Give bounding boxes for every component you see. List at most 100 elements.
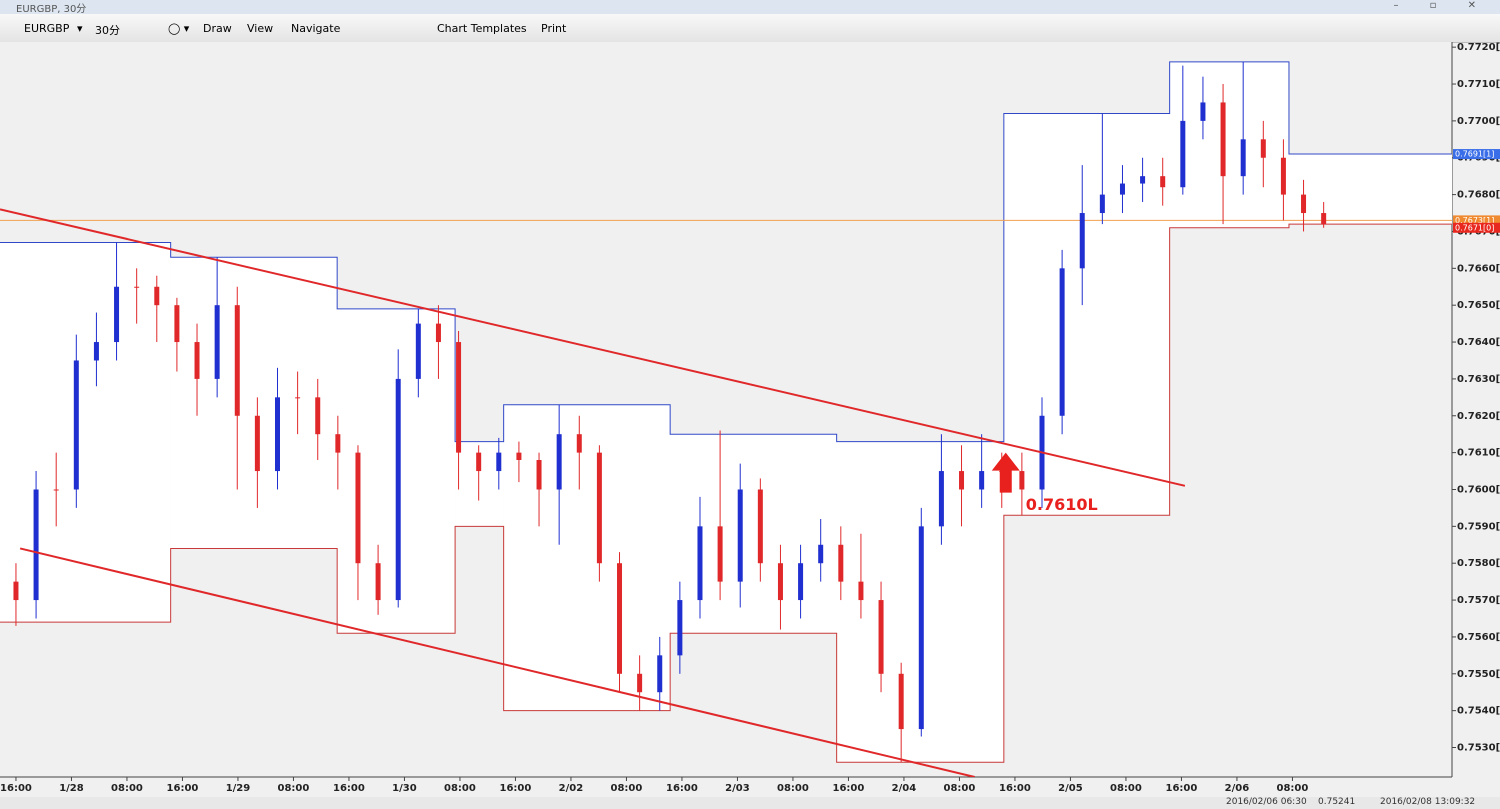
price-tag: [1453, 222, 1500, 233]
candle-body: [617, 563, 623, 674]
annotation-arrow: [991, 452, 1020, 493]
y-tick-label: 0.7700[0]: [1457, 116, 1500, 127]
y-tick-label: 0.7580[0]: [1457, 558, 1500, 569]
menu[interactable]: Navigate: [291, 22, 341, 35]
candle-body: [1321, 213, 1327, 225]
range-box: [170, 257, 338, 549]
candle-body: [1140, 176, 1146, 184]
candle-body: [777, 563, 783, 601]
y-tick-label: 0.7680[0]: [1457, 190, 1500, 201]
y-tick-label: 0.7600[0]: [1457, 484, 1500, 495]
status-price: 0.75241: [1318, 797, 1356, 807]
x-tick-label: 2/02: [559, 783, 584, 794]
menu[interactable]: Draw: [203, 22, 232, 35]
candle-body: [1099, 194, 1105, 214]
candle-body: [73, 360, 79, 490]
candle-body: [938, 471, 944, 527]
title-bar: EURGBP, 30分 – ▫ ✕: [0, 0, 1500, 15]
candle-body: [677, 600, 683, 656]
candle-body: [1200, 102, 1206, 121]
range-box: [1169, 61, 1289, 228]
candle-body: [13, 581, 19, 601]
candle-body: [1019, 471, 1025, 490]
y-tick-label: 0.7590[0]: [1457, 521, 1500, 532]
x-tick-label: 08:00: [111, 783, 143, 794]
range-box: [670, 434, 837, 634]
candle-body: [1180, 120, 1186, 188]
menu[interactable]: Chart Templates: [437, 22, 527, 35]
y-tick-label: 0.7570[0]: [1457, 595, 1500, 606]
range-box: [1003, 113, 1170, 516]
candle-body: [1220, 102, 1226, 177]
window-controls[interactable]: – ▫ ✕: [1393, 0, 1490, 11]
menu[interactable]: Print: [541, 22, 567, 35]
candle-body: [1059, 268, 1065, 416]
candle-body: [697, 526, 703, 601]
candle-body: [114, 286, 120, 343]
candle-body: [456, 342, 462, 453]
candle-body: [134, 286, 140, 288]
y-tick-label: 0.7610[0]: [1457, 448, 1500, 459]
annotation-text: 0.7610L: [1026, 495, 1098, 514]
y-tick-label: 0.7530[0]: [1457, 743, 1500, 754]
candle-body: [274, 397, 280, 472]
candle-body: [415, 323, 421, 379]
y-tick-label: 0.7550[0]: [1457, 669, 1500, 680]
x-tick-label: 2/05: [1058, 783, 1083, 794]
status-bar: 2016/02/06 06:30 0.75241 2016/02/08 13:0…: [0, 797, 1500, 809]
range-high-line: [0, 61, 1452, 443]
dropdown-arrow[interactable]: ▾: [77, 22, 83, 35]
status-time: 2016/02/06 06:30: [1226, 797, 1307, 807]
cursor-tool[interactable]: ◯ ▾: [168, 22, 190, 35]
candle-body: [516, 452, 522, 460]
candle-body: [757, 489, 763, 564]
price-tag-label: 0.7671[0]: [1455, 223, 1494, 232]
candle-body: [1119, 183, 1125, 195]
y-tick-label: 0.7650[0]: [1457, 300, 1500, 311]
x-tick-label: 16:00: [1166, 783, 1198, 794]
x-tick-label: 1/30: [392, 783, 417, 794]
candle-body: [476, 452, 482, 472]
candle-body: [194, 342, 200, 379]
candle-body: [496, 452, 502, 472]
x-tick-label: 08:00: [444, 783, 476, 794]
candle-body: [355, 452, 361, 564]
candle-body: [1301, 194, 1307, 214]
range-box: [0, 242, 171, 623]
range-low-line: [0, 223, 1452, 763]
candle-body: [234, 305, 240, 416]
candle-body: [657, 655, 663, 693]
x-tick-label: 16:00: [500, 783, 532, 794]
x-tick-label: 1/29: [226, 783, 251, 794]
candle-body: [878, 600, 884, 674]
price-tag-label: 0.7691[1]: [1455, 150, 1494, 159]
x-tick-label: 1/28: [59, 783, 84, 794]
candle-body: [295, 397, 301, 399]
candle-body: [1280, 157, 1286, 195]
x-tick-label: 16:00: [666, 783, 698, 794]
candle-body: [33, 489, 39, 601]
candle-body: [254, 415, 260, 472]
x-tick-label: 08:00: [1277, 783, 1309, 794]
status-clock: 2016/02/08 13:09:32: [1380, 797, 1476, 807]
candle-body: [93, 342, 99, 361]
candle-body: [1079, 213, 1085, 269]
y-tick-label: 0.7540[0]: [1457, 706, 1500, 717]
candle-body: [1260, 139, 1266, 158]
x-tick-label: 08:00: [611, 783, 643, 794]
candle-body: [53, 489, 59, 491]
menu[interactable]: View: [247, 22, 274, 35]
price-tag: [1453, 215, 1500, 226]
candle-body: [637, 673, 643, 693]
range-box: [1288, 154, 1452, 225]
symbol-selector[interactable]: EURGBP: [24, 22, 70, 35]
candle-body: [818, 544, 824, 564]
candle-body: [979, 471, 985, 490]
x-tick-label: 2/06: [1225, 783, 1250, 794]
candle-body: [737, 489, 743, 582]
candle-body: [838, 544, 844, 582]
timeframe-selector[interactable]: 30分: [95, 24, 120, 37]
candle-body: [898, 673, 904, 730]
x-tick-label: 16:00: [999, 783, 1031, 794]
